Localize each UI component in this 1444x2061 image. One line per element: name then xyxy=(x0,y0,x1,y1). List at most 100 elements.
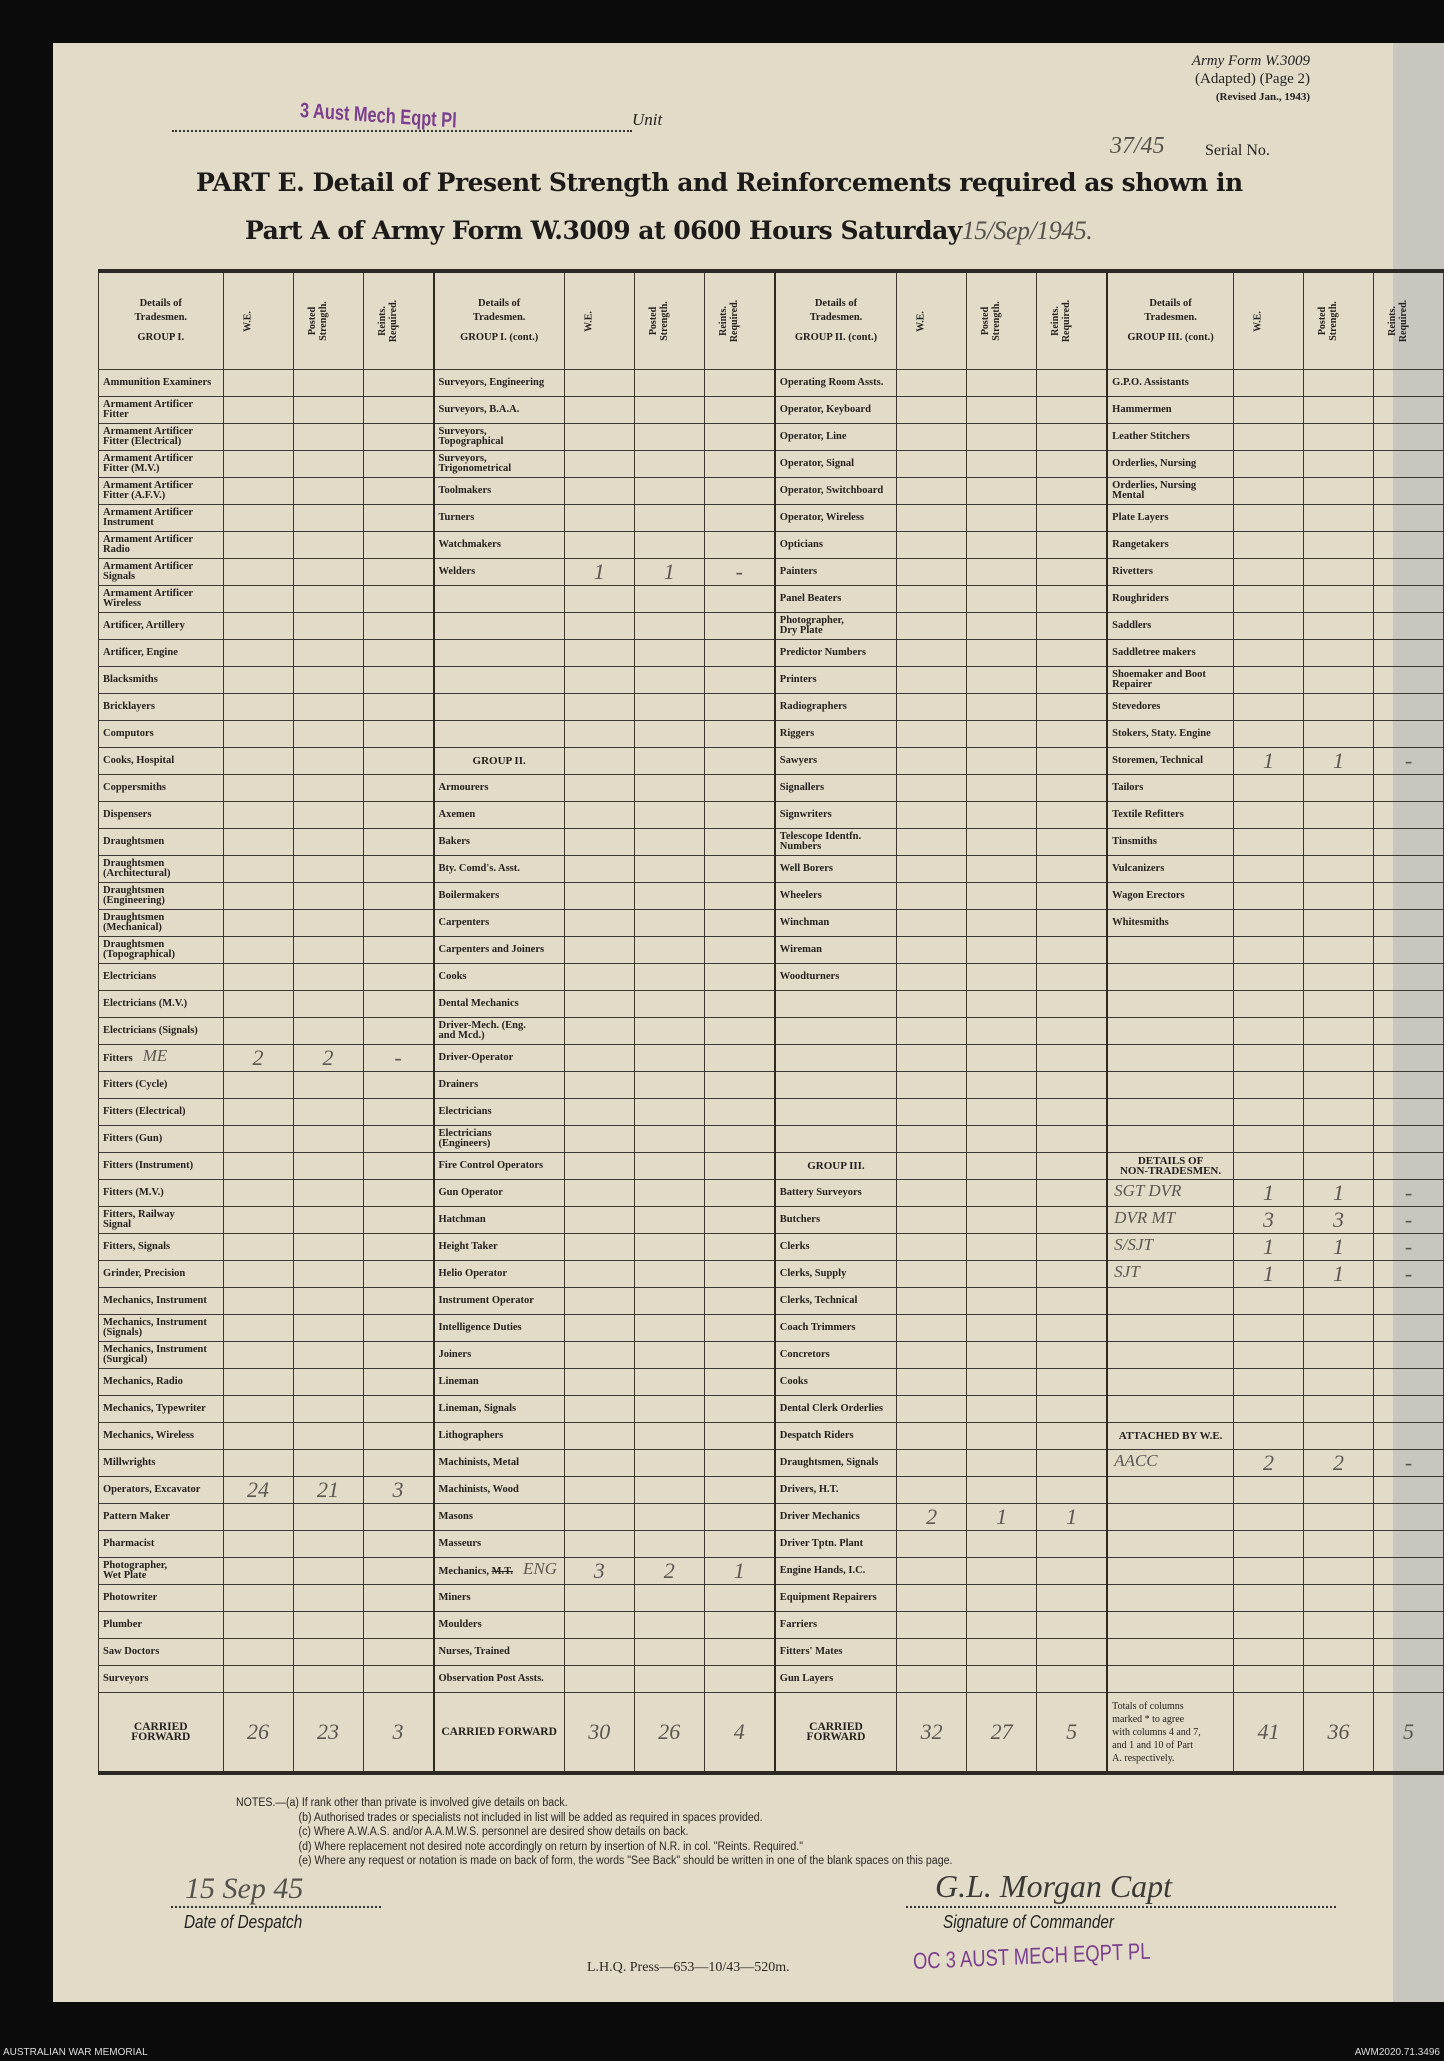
cell-we xyxy=(1232,1530,1304,1558)
trade-name: Driver Tptn. Plant xyxy=(773,1530,898,1558)
trade-name: Hammermen xyxy=(1106,396,1234,424)
cell-ps xyxy=(966,1422,1038,1450)
trade-name: Riggers xyxy=(773,720,898,748)
cell-rr xyxy=(362,1179,434,1207)
cell-ps xyxy=(1302,693,1374,721)
cell-ps xyxy=(1302,504,1374,532)
cell-we xyxy=(896,1098,968,1126)
trade-name: Helio Operator xyxy=(432,1260,565,1288)
cell-rr xyxy=(1036,1152,1108,1180)
cell-rr xyxy=(1372,423,1444,451)
cell-ps xyxy=(292,585,364,613)
cell-we xyxy=(896,531,968,559)
cell-we xyxy=(222,1017,294,1045)
cell-rr xyxy=(1372,1314,1444,1342)
cell-we xyxy=(563,396,635,424)
carried-ps: 27 xyxy=(966,1692,1038,1774)
cell-ps xyxy=(292,774,364,802)
cell-ps xyxy=(292,882,364,910)
cell-rr xyxy=(1036,1638,1108,1666)
table-row: Fitters (Cycle) Drainers xyxy=(98,1071,1444,1099)
trade-label: Gun Operator xyxy=(438,1186,503,1198)
column-header-text: Posted Strength. xyxy=(647,301,670,341)
cell-we xyxy=(563,1449,635,1477)
trade-label: Millwrights xyxy=(103,1456,156,1468)
trade-name: Butchers xyxy=(773,1206,898,1234)
cell-ps xyxy=(633,1152,705,1180)
cell-ps xyxy=(1302,1125,1374,1153)
trade-name: Boilermakers xyxy=(432,882,565,910)
cell-we xyxy=(563,639,635,667)
cell-ps xyxy=(1302,531,1374,559)
cell-rr xyxy=(1036,1206,1108,1234)
cell-we xyxy=(222,990,294,1018)
cell-ps xyxy=(292,1341,364,1369)
cell-rr xyxy=(362,585,434,613)
cell-ps xyxy=(292,531,364,559)
cell-ps xyxy=(966,1557,1038,1585)
cell-rr xyxy=(362,450,434,478)
trade-label: Instrument Operator xyxy=(438,1294,534,1306)
details-label: Details of Tradesmen. xyxy=(134,298,188,323)
cell-ps xyxy=(966,801,1038,829)
cell-we xyxy=(222,396,294,424)
cell-rr xyxy=(362,1557,434,1585)
trade-name: Armourers xyxy=(432,774,565,802)
trade-name: Orderlies, Nursing Mental xyxy=(1106,477,1234,505)
trade-name: Wheelers xyxy=(773,882,898,910)
cell-rr xyxy=(1036,666,1108,694)
signature-label: Signature of Commander xyxy=(943,1912,1114,1932)
trade-label: Surveyors, Topographical xyxy=(438,425,504,447)
carried-forward-label: CARRIED FORWARD xyxy=(98,1692,224,1774)
table-row: Armament Artificer Fitter (Electrical) Su… xyxy=(98,423,1444,451)
trade-label: Fitters, Signals xyxy=(103,1240,171,1252)
cell-ps xyxy=(1302,1638,1374,1666)
cell-rr xyxy=(703,423,776,451)
trade-name: Equipment Repairers xyxy=(773,1584,898,1612)
cell-ps xyxy=(966,963,1038,991)
cell-rr xyxy=(1372,1530,1444,1558)
cell-we xyxy=(1232,1638,1304,1666)
trade-label: Photographer, Dry Plate xyxy=(779,614,844,636)
cell-rr xyxy=(1036,1071,1108,1099)
handwritten-trade: DVR MT xyxy=(1114,1208,1176,1228)
trade-name: Battery Surveyors xyxy=(773,1179,898,1207)
cell-we xyxy=(222,1341,294,1369)
trade-name: Gun Layers xyxy=(773,1665,898,1693)
table-row: Artificer, Artillery Photographer, Dry Pl… xyxy=(98,612,1444,640)
cell-ps xyxy=(633,774,705,802)
cell-we xyxy=(222,909,294,937)
cell-ps: 3 xyxy=(1302,1206,1374,1234)
trade-label: Fitters (Electrical) xyxy=(103,1105,186,1117)
cell-ps xyxy=(1302,1530,1374,1558)
trade-name xyxy=(1106,1584,1234,1612)
cell-ps xyxy=(292,612,364,640)
table-row: Photographer, Wet Plate Mechanics, M.T. EN… xyxy=(98,1557,1444,1585)
trade-name: Toolmakers xyxy=(432,477,565,505)
notes: NOTES.—(a) If rank other than private is… xyxy=(236,1796,952,1869)
trade-label: Mechanics, xyxy=(438,1566,489,1578)
cell-rr xyxy=(703,1665,776,1693)
cell-rr xyxy=(362,558,434,586)
trade-name: Artificer, Artillery xyxy=(98,612,224,640)
trade-label: Orderlies, Nursing xyxy=(1112,457,1197,469)
cell-ps xyxy=(966,990,1038,1018)
cell-we xyxy=(222,1098,294,1126)
cell-we xyxy=(896,1206,968,1234)
cell-we xyxy=(1232,1557,1304,1585)
cell-ps xyxy=(292,1530,364,1558)
trade-label: Operating Room Assts. xyxy=(779,376,884,388)
cell-rr xyxy=(703,1098,776,1126)
cell-ps: 2 xyxy=(1302,1449,1374,1477)
cell-ps xyxy=(966,1017,1038,1045)
cell-we xyxy=(896,1422,968,1450)
cell-rr xyxy=(1036,855,1108,883)
cell-rr xyxy=(362,504,434,532)
cell-we xyxy=(222,558,294,586)
trade-name: Lineman, Signals xyxy=(432,1395,565,1423)
trade-label: Wagon Erectors xyxy=(1112,889,1185,901)
table-row: Armament Artificer Signals Welders 1 1- Pain… xyxy=(98,558,1444,586)
trade-label: Signallers xyxy=(779,781,825,793)
cell-we xyxy=(563,504,635,532)
trade-name: Artificer, Engine xyxy=(98,639,224,667)
